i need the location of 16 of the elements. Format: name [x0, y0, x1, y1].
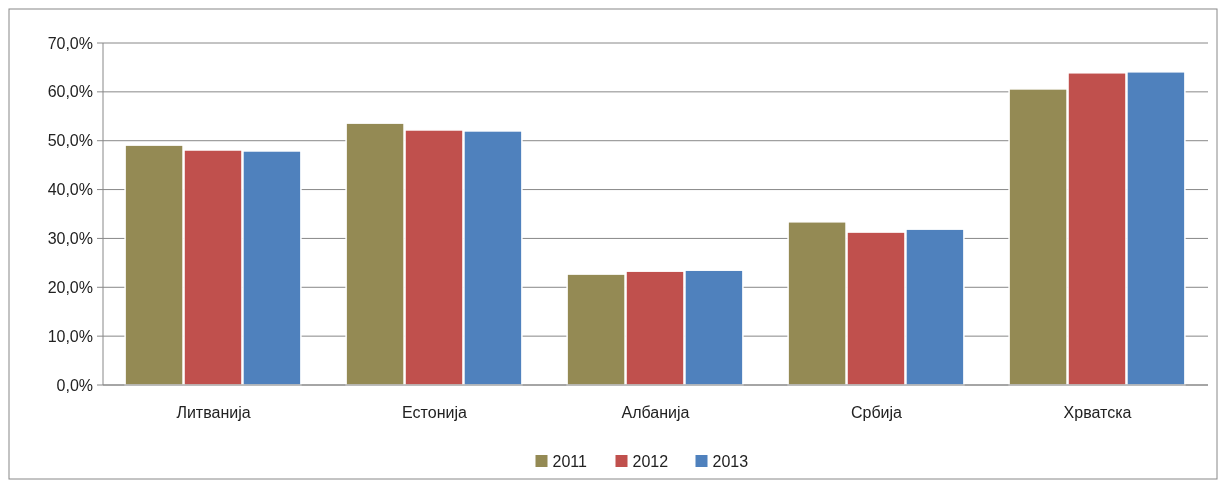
y-tick-label: 20,0% — [47, 278, 93, 296]
y-tick-label: 60,0% — [47, 83, 93, 101]
y-tick-label: 10,0% — [47, 327, 93, 345]
x-tick-label: Литванија — [176, 404, 251, 421]
y-tick-label: 30,0% — [47, 230, 93, 248]
y-tick-label: 70,0% — [47, 34, 93, 52]
legend-label: 2012 — [632, 452, 669, 470]
legend-label: 2013 — [712, 452, 749, 470]
y-tick-label: 40,0% — [47, 181, 93, 199]
y-tick-label: 50,0% — [47, 132, 93, 150]
legend-label: 2011 — [552, 452, 588, 470]
x-tick-label: Хрватска — [1063, 404, 1132, 421]
x-tick-label: Албанија — [621, 404, 690, 421]
x-tick-label: Естонија — [402, 404, 467, 421]
x-tick-label: Србија — [850, 404, 903, 421]
y-tick-label: 0,0% — [56, 376, 93, 394]
